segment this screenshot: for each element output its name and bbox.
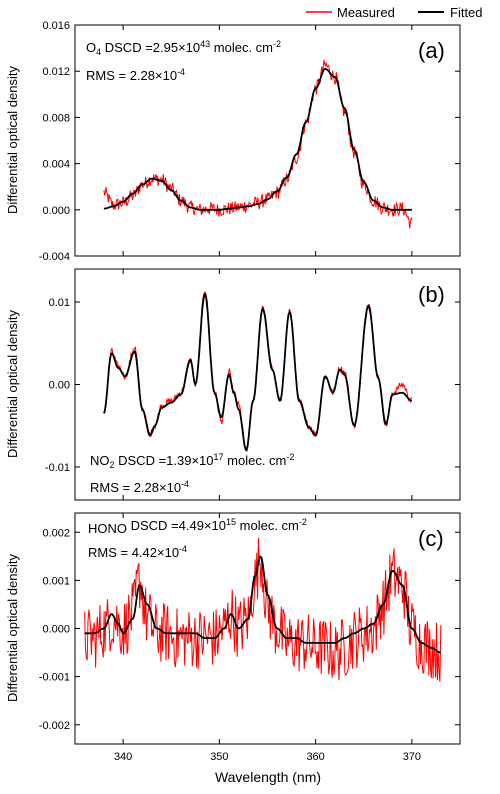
panel-c-rms: RMS = 4.42×10-4 — [88, 544, 187, 560]
panel-b-species: NO — [90, 453, 110, 468]
panel-a-unit: molec. cm — [210, 40, 273, 55]
panel-b-dscd-value: DSCD =1.39×10 — [115, 453, 214, 468]
panel-a: -0.004 0.000 0.004 0.008 0.012 0.016 (a) O4 D… — [5, 20, 461, 263]
panel-a-rms: RMS = 2.28×10-4 — [86, 67, 185, 83]
panel-a-ytick-label: 0.004 — [42, 159, 70, 171]
panel-c: -0.002 -0.001 0.000 0.001 0.002 340 350 360 370… — [5, 512, 461, 763]
panel-a-ytick-label: 0.000 — [42, 205, 70, 217]
panel-a-frame — [74, 24, 461, 257]
panel-b-ylabel: Differential optical density — [5, 310, 20, 458]
panel-c-series — [84, 537, 442, 682]
panel-b-rms-value: RMS = 2.28×10 — [90, 480, 181, 495]
panel-a-species: O — [86, 40, 96, 55]
panel-b-unit: molec. cm — [224, 453, 287, 468]
panel-a-series-measured — [103, 59, 413, 229]
panel-c-ytick-label: 0.001 — [42, 575, 70, 587]
panel-a-rms-exp: -4 — [177, 67, 185, 77]
panel-b-series — [103, 291, 413, 452]
panel-c-dscd-value: DSCD =4.49×10 — [127, 518, 226, 533]
legend-measured-label: Measured — [337, 5, 395, 20]
panel-c-ytick-label: 0.000 — [42, 624, 70, 636]
panel-c-ytick-label: 0.002 — [42, 527, 70, 539]
panel-c-rms-exp: -4 — [179, 544, 187, 554]
panel-a-unit-exp: -2 — [273, 39, 281, 49]
panel-a-series-fitted — [103, 67, 412, 211]
x-tick-label: 370 — [403, 751, 421, 763]
legend-fitted-label: Fitted — [450, 5, 483, 20]
panel-b-species-sub: 2 — [110, 460, 115, 470]
panel-b-dscd-exp: 17 — [214, 452, 224, 462]
panel-a-ytick-label: -0.004 — [39, 251, 70, 263]
panel-a-ytick-label: 0.008 — [42, 112, 70, 124]
panel-c-unit-exp: -2 — [299, 517, 307, 527]
panel-b-ytick-label: -0.01 — [45, 462, 70, 474]
panel-c-series-fitted — [84, 555, 441, 654]
panel-c-ylabel: Differential optical density — [5, 554, 20, 702]
panel-b: -0.01 0.00 0.01 (b) NO2 DSCD =1.39×1017 mo… — [5, 268, 461, 501]
panel-b-ytick-label: 0.01 — [49, 297, 70, 309]
panel-a-ylabel: Differential optical density — [5, 66, 20, 214]
panel-b-rms: RMS = 2.28×10-4 — [90, 479, 189, 495]
panel-b-ytick-label: 0.00 — [49, 380, 70, 392]
x-axis-label: Wavelength (nm) — [215, 769, 321, 785]
legend: Measured Fitted — [306, 5, 483, 20]
x-tick-label: 340 — [114, 751, 132, 763]
panel-a-ytick-label: 0.016 — [42, 20, 70, 32]
panel-a-dscd-exp: 43 — [200, 39, 210, 49]
panel-c-label: (c) — [418, 526, 444, 551]
panel-c-ytick-label: -0.002 — [39, 720, 70, 732]
panel-b-label: (b) — [418, 282, 445, 307]
panel-b-unit-exp: -2 — [286, 452, 294, 462]
panel-b-dscd: NO2 DSCD =1.39×1017 molec. cm-2 — [90, 452, 294, 470]
panel-c-unit: molec. cm — [236, 518, 299, 533]
panel-b-rms-exp: -4 — [181, 479, 189, 489]
panel-b-series-fitted — [103, 292, 413, 452]
panel-c-dscd-exp: 15 — [226, 517, 236, 527]
panel-a-label: (a) — [418, 38, 445, 63]
panel-b-yticks: -0.01 0.00 0.01 — [45, 269, 460, 500]
x-tick-label: 360 — [306, 751, 324, 763]
panel-a-dscd: O4 DSCD =2.95×1043 molec. cm-2 — [86, 39, 281, 57]
panel-a-dscd-value: DSCD =2.95×10 — [101, 40, 200, 55]
panel-c-xticks: 340 350 360 370 — [114, 751, 421, 763]
panel-c-yticks: -0.002 -0.001 0.000 0.001 0.002 — [39, 513, 460, 744]
panel-c-ytick-label: -0.001 — [39, 672, 70, 684]
panel-c-rms-value: RMS = 4.42×10 — [88, 545, 179, 560]
panel-c-dscd: HONO DSCD =4.49×1015 molec. cm-2 — [88, 517, 307, 536]
panel-a-rms-value: RMS = 2.28×10 — [86, 68, 177, 83]
panel-c-species: HONO — [88, 521, 127, 536]
panel-a-ytick-label: 0.012 — [42, 66, 70, 78]
panel-a-yticks: -0.004 0.000 0.004 0.008 0.012 0.016 — [39, 20, 460, 263]
x-tick-label: 350 — [210, 751, 228, 763]
panel-a-series — [103, 59, 413, 229]
panel-a-species-sub: 4 — [96, 47, 101, 57]
